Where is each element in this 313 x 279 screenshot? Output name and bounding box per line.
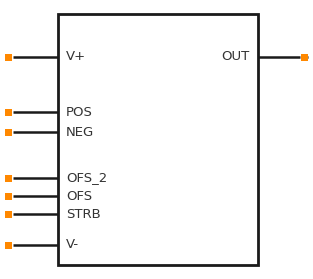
Bar <box>5 242 12 249</box>
Bar <box>5 129 12 136</box>
Bar <box>5 210 12 218</box>
Bar <box>5 54 12 61</box>
Text: V-: V- <box>66 239 79 251</box>
Bar <box>5 109 12 116</box>
Bar <box>5 174 12 182</box>
Text: NEG: NEG <box>66 126 94 138</box>
Text: OFS_2: OFS_2 <box>66 172 107 184</box>
Text: V+: V+ <box>66 50 86 64</box>
Text: OFS: OFS <box>66 189 92 203</box>
Bar <box>301 54 308 61</box>
Text: POS: POS <box>66 105 93 119</box>
Bar <box>58 14 258 265</box>
Text: OUT: OUT <box>222 50 250 64</box>
Text: STRB: STRB <box>66 208 101 220</box>
Bar <box>5 193 12 199</box>
